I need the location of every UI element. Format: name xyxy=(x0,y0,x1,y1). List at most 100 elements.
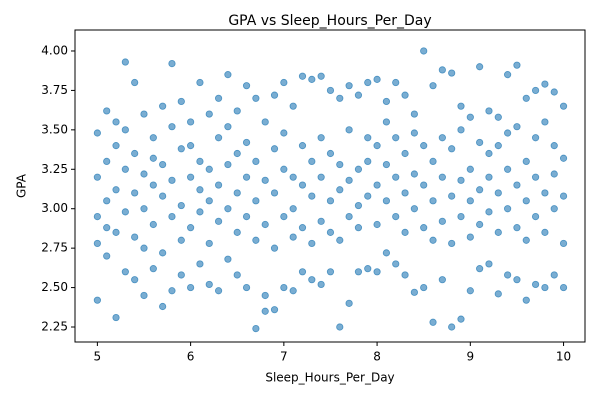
scatter-point xyxy=(280,283,288,292)
scatter-point xyxy=(354,224,363,232)
scatter-point xyxy=(214,94,223,102)
scatter-point xyxy=(559,192,568,200)
scatter-point xyxy=(410,205,418,213)
scatter-point xyxy=(131,149,139,158)
scatter-point xyxy=(93,296,101,304)
scatter-point xyxy=(103,252,111,260)
scatter-point xyxy=(364,157,372,165)
scatter-point xyxy=(354,268,363,276)
scatter-point xyxy=(522,197,530,205)
scatter-point xyxy=(280,165,288,173)
scatter-point xyxy=(429,157,437,165)
x-tick-label: 10 xyxy=(556,350,571,364)
scatter-point xyxy=(252,324,260,333)
scatter-point xyxy=(438,66,446,74)
scatter-point xyxy=(112,228,120,236)
scatter-point xyxy=(112,186,120,194)
scatter-point xyxy=(559,283,568,292)
scatter-point xyxy=(392,173,400,181)
scatter-point xyxy=(429,318,437,326)
scatter-point xyxy=(280,129,288,137)
axes-frame xyxy=(74,29,586,343)
scatter-point xyxy=(392,134,400,142)
scatter-point xyxy=(159,160,167,169)
scatter-point xyxy=(550,170,558,178)
scatter-point xyxy=(354,201,363,210)
scatter-point xyxy=(93,173,101,181)
scatter-point xyxy=(326,149,335,158)
x-tick-label: 8 xyxy=(373,350,381,364)
scatter-point xyxy=(187,118,195,126)
scatter-point xyxy=(466,233,474,241)
scatter-point xyxy=(308,239,316,248)
scatter-point xyxy=(392,78,400,87)
scatter-point xyxy=(448,69,456,77)
scatter-point xyxy=(112,118,120,126)
scatter-point xyxy=(429,197,437,205)
scatter-point xyxy=(382,160,391,169)
scatter-point xyxy=(233,107,241,115)
scatter-point xyxy=(522,236,530,244)
scatter-point xyxy=(476,220,484,229)
scatter-point xyxy=(93,129,101,137)
y-tick-label: 2.25 xyxy=(41,320,68,334)
scatter-point xyxy=(159,249,167,257)
scatter-point xyxy=(373,142,381,150)
scatter-point xyxy=(485,173,493,181)
scatter-point xyxy=(214,287,223,295)
scatter-point xyxy=(401,189,409,197)
scatter-point xyxy=(373,268,381,276)
scatter-point xyxy=(168,176,176,184)
scatter-point xyxy=(317,280,325,289)
scatter-point xyxy=(401,228,409,236)
scatter-point xyxy=(522,94,530,102)
scatter-point xyxy=(559,102,568,110)
scatter-point xyxy=(233,189,241,197)
scatter-point xyxy=(121,208,129,216)
scatter-point xyxy=(466,287,474,295)
scatter-point xyxy=(261,291,269,300)
scatter-point xyxy=(410,170,418,178)
scatter-point xyxy=(308,192,316,200)
x-tick-label: 9 xyxy=(466,350,474,364)
scatter-point xyxy=(280,78,288,87)
scatter-point xyxy=(476,186,484,194)
scatter-point xyxy=(345,176,353,184)
scatter-point xyxy=(504,205,512,213)
scatter-point xyxy=(485,260,493,268)
scatter-point xyxy=(550,142,558,150)
x-tick-label: 7 xyxy=(280,350,288,364)
scatter-point xyxy=(280,213,288,221)
scatter-point xyxy=(513,123,521,131)
scatter-point xyxy=(448,145,456,153)
scatter-point xyxy=(485,107,493,115)
y-tick-label: 4.00 xyxy=(41,43,68,57)
scatter-point xyxy=(476,63,484,71)
scatter-point xyxy=(410,110,418,118)
scatter-point xyxy=(242,138,251,147)
scatter-point xyxy=(177,145,185,153)
x-tick-label: 6 xyxy=(187,350,195,364)
scatter-point xyxy=(112,313,120,322)
scatter-point xyxy=(233,228,241,236)
scatter-point xyxy=(466,197,474,205)
scatter-point xyxy=(298,142,307,150)
scatter-point xyxy=(420,181,428,189)
scatter-point xyxy=(112,142,120,150)
scatter-point xyxy=(522,296,530,304)
scatter-point xyxy=(149,154,157,162)
scatter-point xyxy=(410,288,418,296)
scatter-point xyxy=(233,149,241,158)
scatter-point xyxy=(531,173,540,181)
scatter-point xyxy=(140,170,148,178)
scatter-point xyxy=(298,224,307,232)
scatter-point xyxy=(261,176,269,184)
scatter-point xyxy=(373,181,381,189)
scatter-point xyxy=(270,244,279,252)
scatter-point xyxy=(364,192,372,200)
scatter-point xyxy=(289,102,297,110)
scatter-point xyxy=(336,236,344,244)
scatter-point xyxy=(131,233,139,241)
scatter-point xyxy=(531,280,540,289)
scatter-point xyxy=(541,189,549,197)
